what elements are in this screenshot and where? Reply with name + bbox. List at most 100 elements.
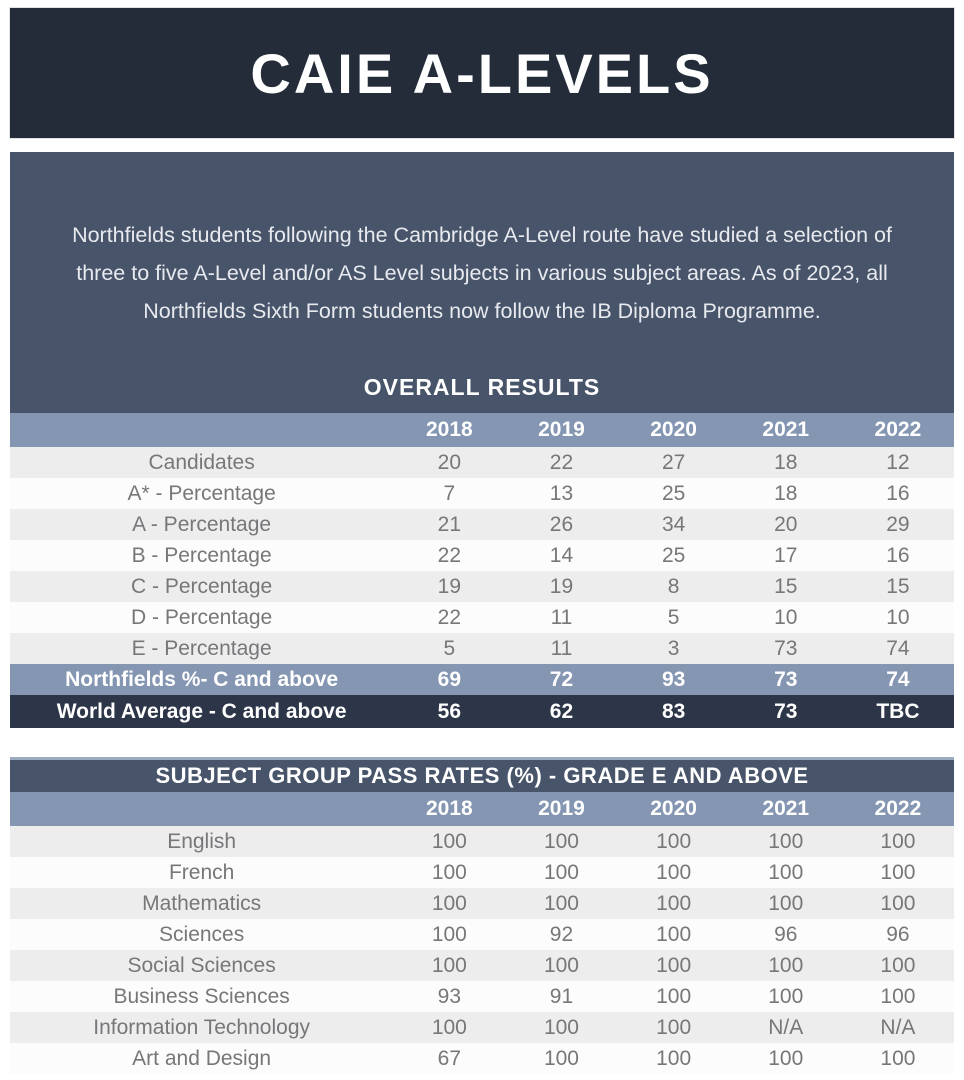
intro-line-1: Northfields students following the Cambr… (72, 223, 892, 247)
row-value: N/A (841, 1012, 954, 1043)
table-row: Art and Design 67 100 100 100 100 (10, 1043, 954, 1074)
row-value: 100 (729, 857, 842, 888)
year-header: 2020 (617, 413, 730, 447)
row-value: 8 (617, 571, 730, 602)
subject-pass-rates-table: 2018 2019 2020 2021 2022 English 100 100 100 100 1… (10, 792, 954, 1074)
table-row: French 100 100 100 100 100 (10, 857, 954, 888)
row-value: 3 (617, 633, 730, 664)
row-value: 13 (505, 478, 618, 509)
row-value: 100 (617, 950, 730, 981)
row-value: 93 (393, 981, 506, 1012)
row-value: 5 (393, 633, 506, 664)
row-label: Business Sciences (10, 981, 394, 1012)
row-value: 100 (505, 950, 618, 981)
row-label: B - Percentage (10, 540, 394, 571)
row-value: 100 (505, 1012, 618, 1043)
row-label: Mathematics (10, 888, 394, 919)
row-value: 25 (617, 478, 730, 509)
row-value: 100 (841, 1043, 954, 1074)
row-value: 29 (841, 509, 954, 540)
table-row: A* - Percentage 7 13 25 18 16 (10, 478, 954, 509)
row-value: 100 (505, 1043, 618, 1074)
row-value: 100 (505, 826, 618, 857)
row-value: 25 (617, 540, 730, 571)
summary-row: Northfields %- C and above 69 72 93 73 74 (10, 664, 954, 695)
row-value: 100 (729, 826, 842, 857)
row-label: D - Percentage (10, 602, 394, 633)
row-value: 17 (729, 540, 842, 571)
row-value: 10 (729, 602, 842, 633)
table-row: Candidates 20 22 27 18 12 (10, 447, 954, 478)
title-banner: CAIE A-LEVELS (9, 7, 955, 139)
row-value: 7 (393, 478, 506, 509)
row-value: 74 (841, 633, 954, 664)
row-value: 100 (617, 1012, 730, 1043)
row-value: 100 (393, 919, 506, 950)
row-value: 100 (729, 981, 842, 1012)
row-value: 15 (729, 571, 842, 602)
table-row: Sciences 100 92 100 96 96 (10, 919, 954, 950)
row-label: E - Percentage (10, 633, 394, 664)
row-value: 100 (729, 950, 842, 981)
row-label: Art and Design (10, 1043, 394, 1074)
row-label: French (10, 857, 394, 888)
row-value: 100 (729, 888, 842, 919)
summary-value: 93 (617, 664, 730, 695)
row-value: 10 (841, 602, 954, 633)
summary-label: Northfields %- C and above (10, 664, 394, 695)
row-value: 100 (393, 1012, 506, 1043)
year-header: 2021 (729, 413, 842, 447)
table-row: Social Sciences 100 100 100 100 100 (10, 950, 954, 981)
row-value: 100 (841, 888, 954, 919)
table-row: C - Percentage 19 19 8 15 15 (10, 571, 954, 602)
row-value: 100 (617, 888, 730, 919)
row-label: Sciences (10, 919, 394, 950)
row-value: 96 (729, 919, 842, 950)
intro-line-3: Northfields Sixth Form students now foll… (143, 299, 821, 323)
row-label: Information Technology (10, 1012, 394, 1043)
row-value: 100 (841, 857, 954, 888)
year-header-spacer (10, 792, 394, 826)
year-header: 2020 (617, 792, 730, 826)
page-title: CAIE A-LEVELS (250, 41, 714, 105)
year-header: 2022 (841, 792, 954, 826)
summary-value: 83 (617, 695, 730, 728)
row-value: 11 (505, 602, 618, 633)
row-value: 100 (393, 888, 506, 919)
row-label: Social Sciences (10, 950, 394, 981)
row-label: English (10, 826, 394, 857)
summary-value: 72 (505, 664, 618, 695)
row-value: 20 (729, 509, 842, 540)
row-value: 19 (393, 571, 506, 602)
row-value: 100 (617, 857, 730, 888)
subject-pass-rates-title: SUBJECT GROUP PASS RATES (%) - GRADE E A… (10, 757, 954, 792)
table-row: Mathematics 100 100 100 100 100 (10, 888, 954, 919)
year-header: 2018 (393, 792, 506, 826)
table-row: Information Technology 100 100 100 N/A N/A (10, 1012, 954, 1043)
year-header: 2021 (729, 792, 842, 826)
row-value: 26 (505, 509, 618, 540)
row-value: 21 (393, 509, 506, 540)
row-value: N/A (729, 1012, 842, 1043)
row-value: 18 (729, 478, 842, 509)
year-header-row: 2018 2019 2020 2021 2022 (10, 413, 954, 447)
row-value: 22 (505, 447, 618, 478)
row-value: 100 (393, 950, 506, 981)
overall-results-heading: OVERALL RESULTS (363, 374, 601, 400)
row-value: 27 (617, 447, 730, 478)
row-value: 34 (617, 509, 730, 540)
row-value: 100 (393, 826, 506, 857)
row-value: 19 (505, 571, 618, 602)
row-value: 22 (393, 602, 506, 633)
row-value: 96 (841, 919, 954, 950)
table-row: English 100 100 100 100 100 (10, 826, 954, 857)
row-label: C - Percentage (10, 571, 394, 602)
year-header: 2019 (505, 413, 618, 447)
summary-value: 73 (729, 695, 842, 728)
row-value: 100 (617, 981, 730, 1012)
row-label: A* - Percentage (10, 478, 394, 509)
year-header: 2019 (505, 792, 618, 826)
summary-value: 56 (393, 695, 506, 728)
summary-value: 74 (841, 664, 954, 695)
row-value: 16 (841, 478, 954, 509)
